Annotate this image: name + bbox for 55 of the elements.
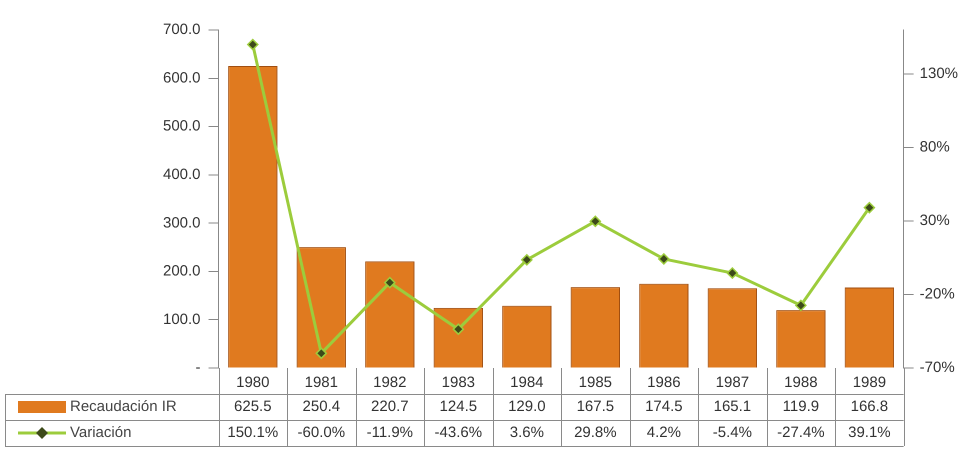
data-label: 4.2%: [646, 424, 681, 442]
point: [521, 254, 533, 266]
data-label: 167.5: [576, 398, 614, 416]
y2-tick-label: 30%: [920, 212, 950, 230]
x-tick-label: 1982: [373, 374, 406, 392]
legend-label: Variación: [70, 424, 132, 442]
point: [795, 300, 807, 312]
y-tick-label: 700.0: [162, 21, 201, 38]
y-tick-label: 600.0: [162, 69, 201, 86]
data-label: 165.1: [714, 398, 752, 416]
x-tick-label: 1980: [236, 374, 270, 392]
data-label: 129.0: [508, 398, 546, 416]
y-tick-label: 100.0: [162, 310, 201, 328]
y2-tick-label: -20%: [920, 286, 955, 303]
legend-label: Recaudación IR: [70, 398, 177, 416]
x-tick-label: 1984: [510, 374, 544, 392]
point: [726, 267, 738, 279]
x-tick-label: 1988: [784, 374, 818, 392]
data-label: 124.5: [440, 398, 478, 416]
data-label: 3.6%: [510, 424, 544, 442]
data-label: 29.8%: [574, 424, 617, 442]
data-label: -27.4%: [777, 424, 825, 442]
x-tick-label: 1986: [647, 374, 681, 392]
data-label: 150.1%: [227, 424, 278, 442]
data-label: 220.7: [371, 398, 409, 416]
y-tick-label: 500.0: [162, 118, 201, 135]
y2-tick-label: 80%: [920, 138, 950, 156]
data-label: 174.5: [645, 398, 683, 416]
x-tick-label: 1985: [578, 374, 612, 392]
data-label: 250.4: [302, 398, 340, 416]
data-label: -11.9%: [366, 424, 414, 442]
y-tick-label: 200.0: [162, 262, 201, 280]
y-tick-label: -: [196, 359, 201, 376]
x-tick-label: 1981: [304, 374, 338, 392]
x-tick-label: 1987: [716, 374, 750, 392]
y2-tick-label: -70%: [920, 359, 955, 376]
data-label: 119.9: [782, 398, 820, 416]
data-label: 39.1%: [848, 424, 891, 442]
point: [384, 276, 396, 288]
point: [590, 216, 602, 228]
point: [247, 38, 259, 50]
point: [864, 202, 876, 214]
data-label: 166.8: [850, 398, 888, 416]
data-label: -60.0%: [298, 424, 346, 442]
y-tick-label: 300.0: [162, 214, 201, 232]
x-tick-label: 1983: [442, 374, 476, 392]
y-tick-label: 400.0: [162, 166, 201, 183]
x-tick-label: 1989: [852, 374, 886, 392]
data-label: -5.4%: [712, 424, 752, 442]
point: [658, 253, 670, 265]
y2-tick-label: 130%: [920, 65, 958, 82]
data-label: -43.6%: [434, 424, 482, 442]
data-label: 625.5: [234, 398, 272, 416]
point: [452, 323, 464, 335]
point: [316, 348, 328, 360]
